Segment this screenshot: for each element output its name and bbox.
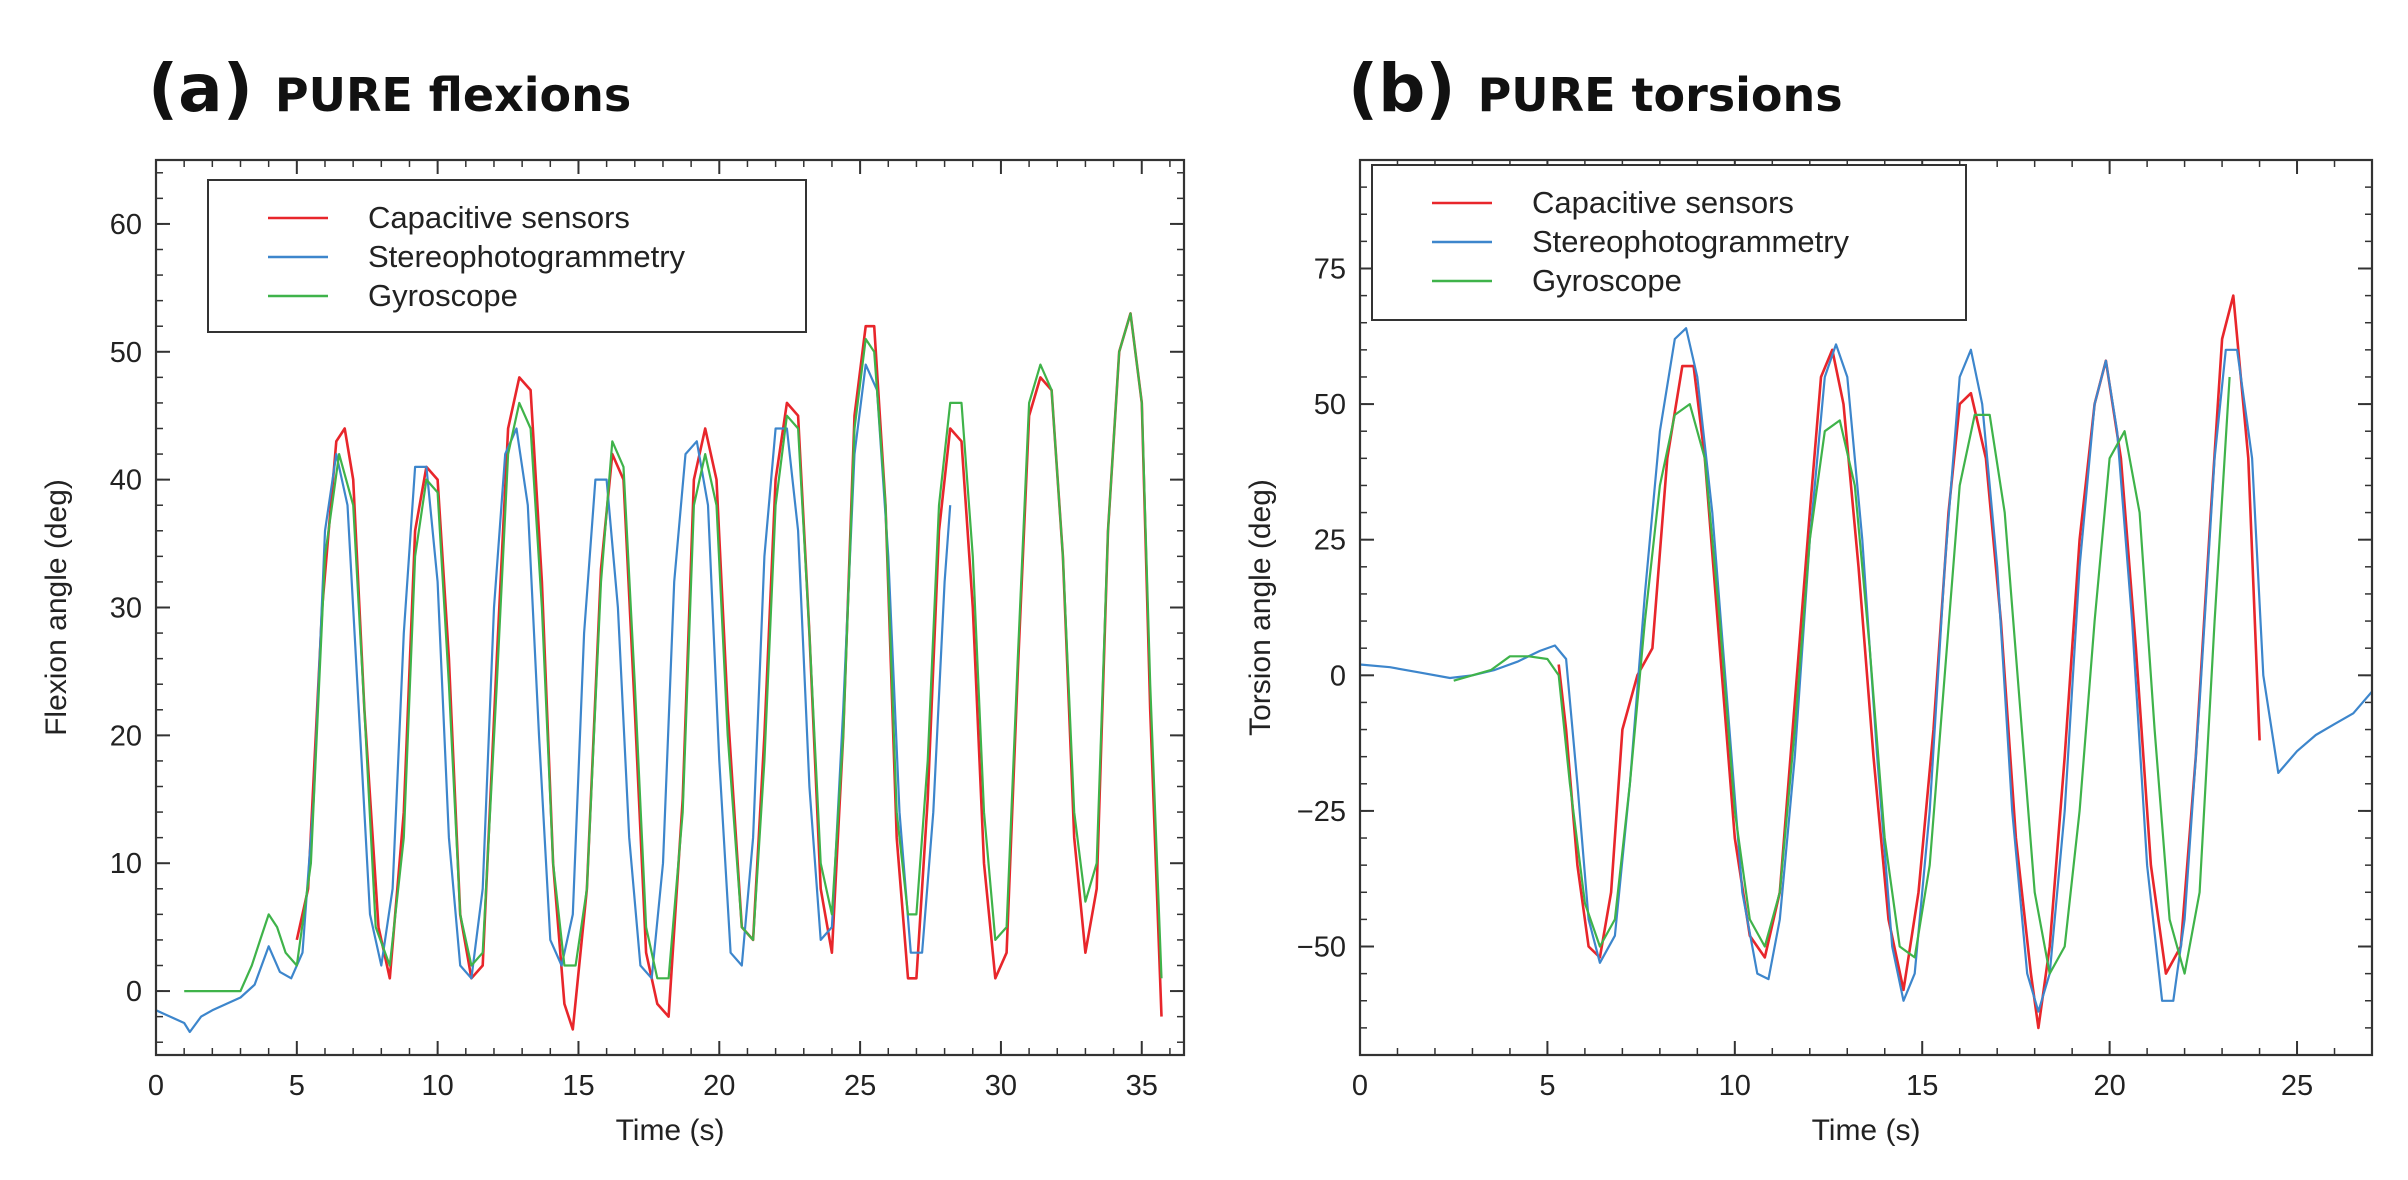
- legend-label-stereo: Stereophotogrammetry: [1532, 224, 1850, 259]
- y-tick-label: 50: [1314, 389, 1346, 421]
- y-axis-label: Torsion angle (deg): [1244, 479, 1277, 736]
- y-tick-label: 25: [1314, 525, 1346, 557]
- series-line-gyro: [1453, 376, 2231, 975]
- legend: Capacitive sensors Stereophotogrammetry Gy…: [1371, 164, 1967, 321]
- plot-frame: [1358, 158, 2374, 1057]
- y-tick-label: 20: [110, 720, 142, 752]
- panel-b-subtitle: PURE torsions: [1477, 68, 1843, 122]
- y-tick-label: 0: [126, 976, 142, 1008]
- legend-label-capacitive: Capacitive sensors: [1532, 185, 1794, 220]
- y-tick-label: 60: [110, 209, 142, 241]
- series-line-stereo: [1360, 327, 2372, 1013]
- y-tick-label: 50: [110, 337, 142, 369]
- legend-label-stereo: Stereophotogrammetry: [368, 239, 686, 274]
- x-tick-label: 0: [148, 1070, 164, 1102]
- legend-label-gyro: Gyroscope: [368, 278, 518, 313]
- x-tick-label: 15: [1906, 1070, 1938, 1102]
- panel-b-title: (b) PURE torsions: [1348, 50, 1843, 127]
- series-line-capacitive: [1557, 294, 2261, 1030]
- chart-torsions: 0 5 10 15 20 25 −50 −25 0 25 50 75 Time (s) Torsion a…: [1244, 158, 2374, 1147]
- legend-label-gyro: Gyroscope: [1532, 263, 1682, 298]
- y-tick-label: 10: [110, 848, 142, 880]
- series-group: [1360, 294, 2372, 1030]
- series-group: [156, 312, 1163, 1034]
- x-tick-label: 35: [1126, 1070, 1158, 1102]
- x-axis-label: Time (s): [1812, 1114, 1921, 1147]
- x-tick-label: 20: [2093, 1070, 2125, 1102]
- x-tick-label: 5: [289, 1070, 305, 1102]
- x-tick-label: 10: [422, 1070, 454, 1102]
- x-tick-label: 15: [562, 1070, 594, 1102]
- x-tick-label: 20: [703, 1070, 735, 1102]
- x-tick-label: 30: [985, 1070, 1017, 1102]
- x-tick-label: 10: [1719, 1070, 1751, 1102]
- legend: Capacitive sensors Stereophotogrammetry Gy…: [207, 179, 807, 333]
- series-line-gyro: [184, 312, 1163, 993]
- y-tick-label: 30: [110, 593, 142, 625]
- y-axis-label: Flexion angle (deg): [40, 479, 73, 736]
- y-tick-label: −25: [1297, 796, 1346, 828]
- panel-a-subtitle: PURE flexions: [274, 68, 632, 122]
- chart-flexions: 0 5 10 15 20 25 30 35 0 10 20 30 40 50 60 Time (s) Flexi…: [40, 158, 1186, 1147]
- x-tick-label: 5: [1539, 1070, 1555, 1102]
- panel-a-letter: (a): [148, 50, 253, 127]
- plot-frame: [154, 158, 1186, 1057]
- series-line-stereo: [156, 363, 952, 1034]
- y-tick-label: 40: [110, 465, 142, 497]
- y-tick-label: 75: [1314, 253, 1346, 285]
- panel-b-letter: (b): [1348, 50, 1456, 127]
- y-tick-label: −50: [1297, 932, 1346, 964]
- y-tick-label: 0: [1330, 660, 1346, 692]
- x-tick-label: 25: [2281, 1070, 2313, 1102]
- panel-a-title: (a) PURE flexions: [148, 50, 631, 127]
- x-axis-label: Time (s): [616, 1114, 725, 1147]
- x-tick-label: 0: [1352, 1070, 1368, 1102]
- legend-label-capacitive: Capacitive sensors: [368, 200, 630, 235]
- x-tick-label: 25: [844, 1070, 876, 1102]
